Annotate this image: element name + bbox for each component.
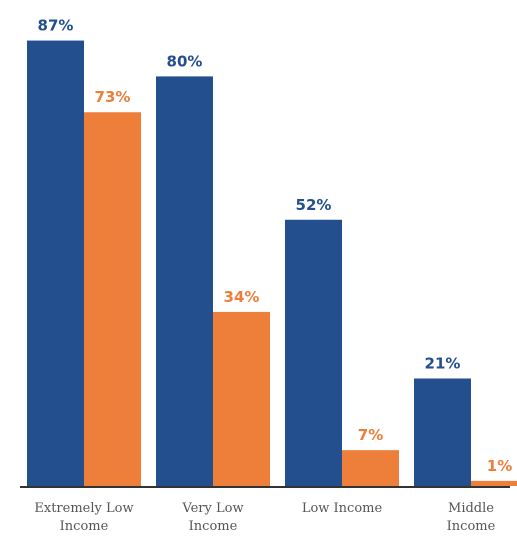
- category-label-3-line-0: Middle: [448, 501, 494, 516]
- value-label-1-series-0: 80%: [167, 52, 203, 70]
- bar-0-series-1: [84, 112, 141, 487]
- bar-2-series-0: [285, 219, 342, 486]
- category-label-1-line-0: Very Low: [181, 501, 243, 516]
- value-label-3-series-1: 1%: [487, 457, 512, 475]
- value-label-0-series-1: 73%: [95, 88, 131, 106]
- bar-3-series-1: [471, 480, 517, 486]
- bar-0-series-0: [27, 40, 84, 487]
- category-label-1-line-1: Income: [189, 519, 238, 534]
- bar-1-series-0: [156, 76, 213, 487]
- category-labels-group: Extremely Low Income Very Low Income Low Inc…: [34, 501, 495, 534]
- category-label-0-line-0: Extremely Low: [34, 501, 133, 516]
- category-label-2-line-0: Low Income: [302, 501, 383, 516]
- category-label-0-line-1: Income: [60, 519, 109, 534]
- value-label-2-series-1: 7%: [358, 426, 383, 444]
- bar-2-series-1: [342, 450, 399, 486]
- bar-1-series-1: [213, 311, 270, 486]
- category-label-3-line-1: Income: [447, 519, 496, 534]
- value-label-1-series-1: 34%: [224, 288, 260, 306]
- value-label-0-series-0: 87%: [38, 17, 74, 35]
- value-label-3-series-0: 21%: [425, 354, 461, 372]
- value-label-2-series-0: 52%: [296, 196, 332, 214]
- bar-3-series-0: [414, 378, 471, 486]
- value-labels-group: 87% 73% 80% 34% 52% 7% 21% 1%: [38, 17, 513, 475]
- bars-group: [27, 40, 517, 487]
